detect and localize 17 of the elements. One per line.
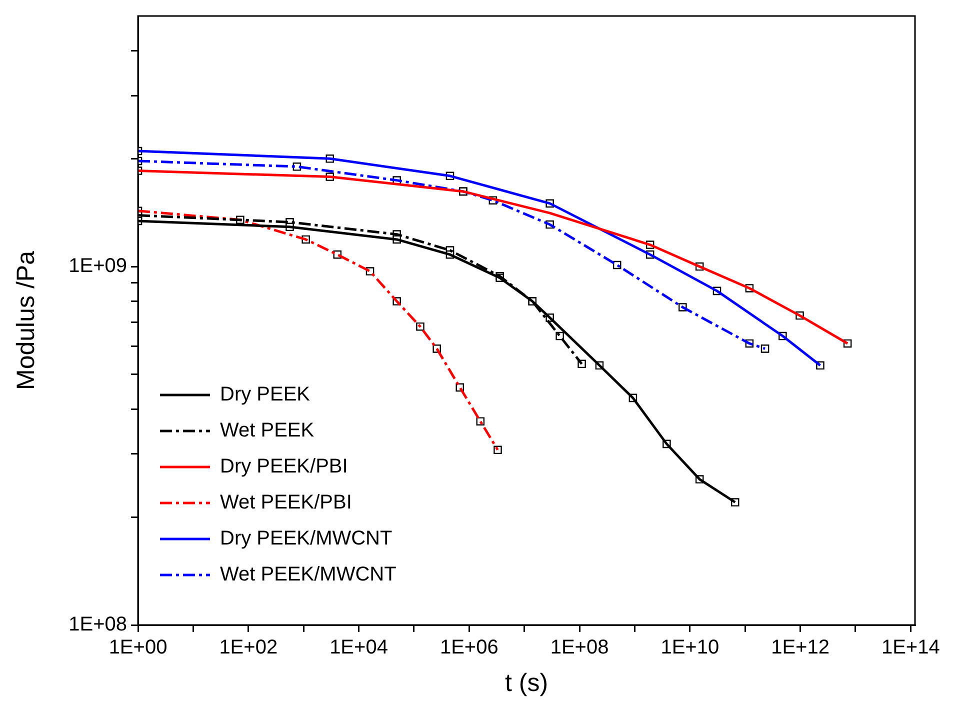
legend-label: Wet PEEK/MWCNT — [220, 564, 396, 586]
x-tick-label: 1E+08 — [550, 636, 609, 659]
legend-label: Dry PEEK/MWCNT — [220, 528, 392, 550]
legend-label: Wet PEEK/PBI — [220, 492, 352, 514]
x-tick-label: 1E+14 — [881, 636, 940, 659]
legend-label: Dry PEEK — [220, 384, 311, 406]
legend-label: Dry PEEK/PBI — [220, 456, 348, 478]
x-axis-title: t (s) — [504, 668, 548, 697]
x-tick-label: 1E+10 — [660, 636, 720, 659]
legend-label: Wet PEEK — [220, 420, 315, 442]
y-axis-title: Modulus /Pa — [12, 250, 40, 390]
x-tick-label: 1E+02 — [219, 636, 278, 659]
x-tick-label: 1E+12 — [771, 636, 830, 659]
y-tick-label: 1E+09 — [68, 255, 127, 278]
x-tick-label: 1E+04 — [330, 636, 388, 659]
x-tick-label: 1E+00 — [108, 636, 168, 659]
x-tick-label: 1E+06 — [440, 636, 498, 659]
